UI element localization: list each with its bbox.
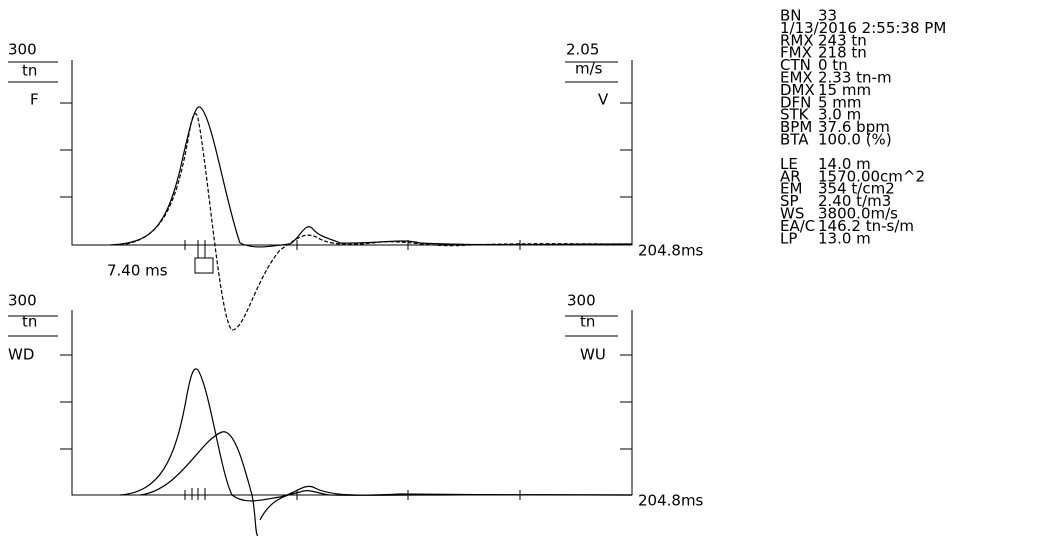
info-key: SP bbox=[780, 192, 799, 210]
info-value: 243 tn bbox=[818, 31, 867, 49]
info-key: EMX bbox=[780, 69, 813, 87]
top-left-scale: 300 bbox=[8, 41, 37, 59]
info-key: EA/C bbox=[780, 217, 815, 235]
marker-time: 7.40 ms bbox=[107, 262, 168, 280]
bottom-left-trace: WD bbox=[8, 346, 34, 364]
bottom-left-unit: tn bbox=[22, 313, 37, 331]
top-right-unit: m/s bbox=[575, 60, 603, 78]
info-value: 33 bbox=[818, 7, 837, 25]
info-value: 14.0 m bbox=[818, 155, 871, 173]
info-value: 1570.00cm^2 bbox=[818, 167, 925, 185]
info-value: 13.0 m bbox=[818, 229, 871, 247]
top-left-unit: tn bbox=[22, 62, 37, 80]
info-value: 3800.0m/s bbox=[818, 205, 898, 223]
info-value: 0 tn bbox=[818, 56, 848, 74]
info-key: BN bbox=[780, 7, 802, 25]
info-value: 100.0 (%) bbox=[818, 131, 892, 149]
info-value: 354 t/cm2 bbox=[818, 180, 895, 198]
bottom-left-scale: 300 bbox=[8, 292, 37, 310]
bottom-right-scale: 300 bbox=[567, 292, 596, 310]
info-key: AR bbox=[780, 167, 801, 185]
info-key: RMX bbox=[780, 31, 814, 49]
info-value: 2.40 t/m3 bbox=[818, 192, 891, 210]
top-left-trace: F bbox=[30, 91, 39, 109]
info-key: WS bbox=[780, 205, 804, 223]
info-value: 146.2 tn-s/m bbox=[818, 217, 914, 235]
info-key: BPM bbox=[780, 118, 812, 136]
top-right-scale: 2.05 bbox=[566, 41, 599, 59]
wave-down-trace bbox=[119, 368, 633, 502]
top-right-trace: V bbox=[598, 91, 609, 109]
wave-up-trace bbox=[139, 431, 633, 536]
info-value: 15 mm bbox=[818, 81, 871, 99]
info-key: LP bbox=[780, 229, 797, 247]
info-value: 1/13/2016 2:55:38 PM bbox=[780, 19, 946, 37]
info-key: DMX bbox=[780, 81, 815, 99]
info-key: CTN bbox=[780, 56, 811, 74]
info-value: 218 tn bbox=[818, 44, 867, 62]
bottom-axes bbox=[8, 310, 633, 500]
top-time-span: 204.8ms bbox=[638, 242, 704, 260]
bottom-time-span: 204.8ms bbox=[638, 492, 704, 510]
force-trace bbox=[109, 106, 633, 248]
velocity-trace bbox=[119, 113, 633, 331]
bottom-right-unit: tn bbox=[580, 313, 595, 331]
info-key: STK bbox=[780, 106, 810, 124]
info-value: 37.6 bpm bbox=[818, 118, 890, 136]
info-value: 3.0 m bbox=[818, 106, 861, 124]
info-value: 2.33 tn-m bbox=[818, 69, 892, 87]
top-axes bbox=[8, 60, 633, 274]
info-key: BTA bbox=[780, 131, 809, 149]
info-key: DFN bbox=[780, 93, 811, 111]
info-key: FMX bbox=[780, 44, 812, 62]
bottom-right-trace: WU bbox=[580, 346, 606, 364]
info-key: EM bbox=[780, 180, 802, 198]
info-key: LE bbox=[780, 155, 798, 173]
info-value: 5 mm bbox=[818, 93, 862, 111]
